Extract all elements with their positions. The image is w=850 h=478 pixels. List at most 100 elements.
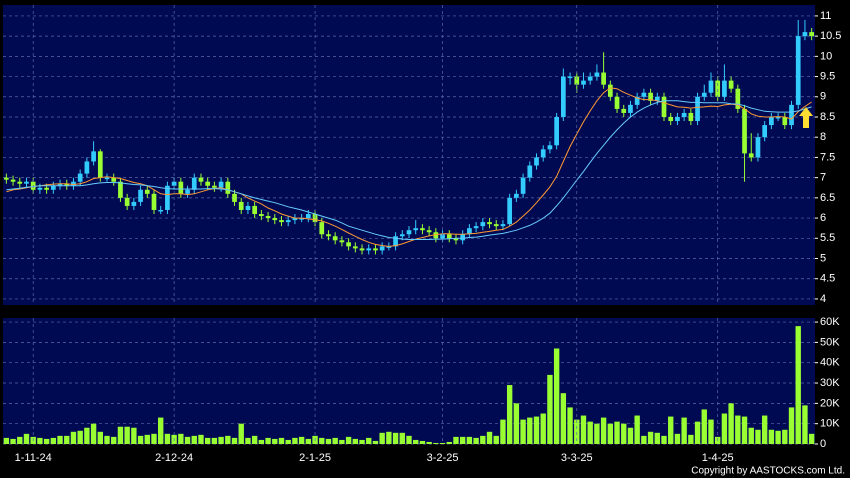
candle-body xyxy=(574,76,580,85)
candle-body xyxy=(742,108,747,154)
candle-body xyxy=(292,218,298,221)
y-tick-label: 4.5 xyxy=(820,273,835,285)
volume-bar xyxy=(3,437,10,444)
candle-body xyxy=(17,181,23,184)
y-tick-label: 30K xyxy=(820,377,840,389)
candle-body xyxy=(507,197,513,225)
candle-body xyxy=(560,76,566,117)
volume-bar xyxy=(386,431,392,444)
candle-body xyxy=(37,187,43,190)
volume-bar xyxy=(84,427,90,444)
candle-body xyxy=(527,165,533,178)
candle-body xyxy=(44,187,49,190)
volume-bar xyxy=(117,426,124,444)
candle-body xyxy=(547,145,553,150)
candle-body xyxy=(601,72,606,85)
candle-body xyxy=(648,92,653,101)
candle-body xyxy=(285,220,291,223)
volume-bar xyxy=(70,431,77,444)
volume-bar xyxy=(708,419,714,444)
candle-body xyxy=(755,137,761,158)
candle-body xyxy=(661,96,667,117)
candle-body xyxy=(775,116,781,119)
volume-bar xyxy=(97,431,103,444)
volume-bar xyxy=(580,415,587,444)
candle-body xyxy=(386,246,392,248)
volume-bar xyxy=(251,435,258,444)
volume-bar xyxy=(332,437,338,444)
candle-body xyxy=(218,181,224,188)
candle-body xyxy=(607,84,613,97)
volume-bar xyxy=(305,438,312,444)
candle-body xyxy=(366,248,372,251)
y-tick-label: 9.5 xyxy=(820,70,835,82)
candle-body xyxy=(393,236,398,247)
x-tick-label: 2-1-25 xyxy=(299,452,331,464)
candle-body xyxy=(10,179,16,182)
volume-bar xyxy=(419,440,426,444)
y-tick-label: 10 xyxy=(820,50,832,62)
volume-bar xyxy=(292,437,298,444)
candle-body xyxy=(332,236,338,241)
volume-bar xyxy=(782,429,788,444)
x-tick-label: 3-3-25 xyxy=(561,452,593,464)
y-tick-label: 6.5 xyxy=(820,192,835,204)
candle-body xyxy=(614,96,620,109)
volume-bar xyxy=(594,423,600,444)
candle-body xyxy=(339,240,345,243)
y-tick-label: 11 xyxy=(820,10,831,22)
moving-average-line xyxy=(6,100,812,240)
volume-bar xyxy=(460,436,466,444)
candle-body xyxy=(453,238,459,241)
candle-body xyxy=(540,149,546,158)
volume-bar xyxy=(399,432,405,444)
candle-body xyxy=(346,242,351,247)
candle-body xyxy=(493,224,499,227)
candle-body xyxy=(460,234,466,241)
volume-bar xyxy=(178,433,184,444)
volume-bar xyxy=(560,393,567,444)
volume-bar xyxy=(50,437,57,444)
volume-bar xyxy=(198,434,204,444)
candle-body xyxy=(587,76,593,81)
candle-body xyxy=(554,116,559,146)
candle-body xyxy=(715,80,721,97)
candle-body xyxy=(198,177,204,182)
volume-bar xyxy=(634,415,640,444)
y-tick-label: 7.5 xyxy=(820,151,835,163)
candle-body xyxy=(118,181,123,198)
volume-bar xyxy=(43,438,50,444)
volume-bar xyxy=(480,435,486,444)
candle-body xyxy=(265,216,271,219)
candle-body xyxy=(500,224,506,227)
candle-body xyxy=(748,153,754,158)
volume-bar xyxy=(466,436,473,444)
candle-body xyxy=(621,108,627,113)
volume-bar xyxy=(453,436,459,444)
volume-bar xyxy=(506,385,513,444)
candle-body xyxy=(312,214,318,223)
volume-bar xyxy=(285,439,291,444)
volume-bar xyxy=(574,419,580,444)
candle-body xyxy=(722,80,727,97)
candle-body xyxy=(319,222,325,235)
volume-bar xyxy=(211,437,218,444)
volume-bar xyxy=(674,433,681,444)
volume-bar xyxy=(527,417,533,444)
candle-body xyxy=(708,80,714,93)
volume-bar xyxy=(137,435,144,444)
candle-body xyxy=(225,181,231,194)
candle-body xyxy=(4,177,9,180)
candle-body xyxy=(735,88,741,109)
volume-bar xyxy=(10,438,16,444)
x-tick-label: 3-2-25 xyxy=(427,452,459,464)
volume-bar xyxy=(111,436,117,444)
candle-body xyxy=(77,173,83,182)
volume-bar xyxy=(144,434,150,444)
volume-bar xyxy=(553,348,560,444)
volume-bar xyxy=(768,429,775,444)
candle-body xyxy=(165,185,170,210)
candle-body xyxy=(124,197,130,206)
